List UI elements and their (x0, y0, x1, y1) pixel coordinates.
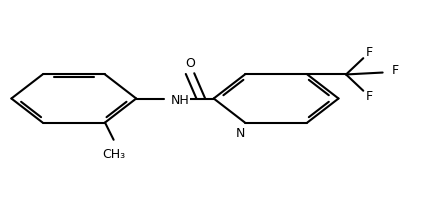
Text: F: F (365, 46, 372, 59)
Text: O: O (185, 57, 195, 70)
Text: N: N (236, 127, 245, 140)
Text: F: F (365, 90, 372, 103)
Text: CH₃: CH₃ (102, 148, 125, 161)
Text: NH: NH (170, 94, 189, 107)
Text: F: F (391, 64, 399, 77)
